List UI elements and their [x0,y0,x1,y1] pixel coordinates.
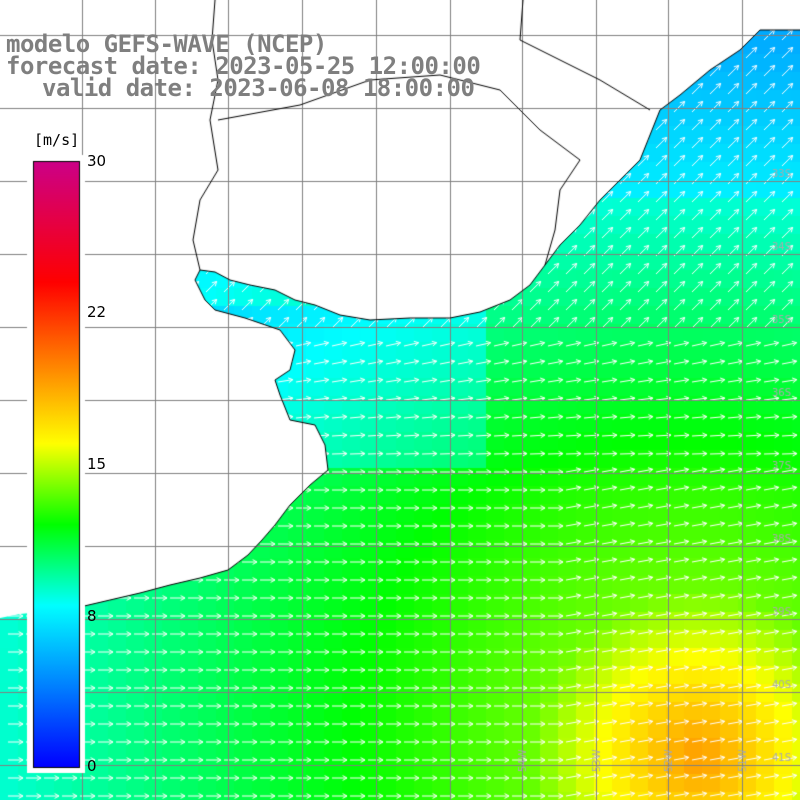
colorbar-label-8: 8 [87,607,97,625]
colorbar-unit: [m/s] [34,131,80,149]
colorbar-label-0: 0 [87,757,97,775]
colorbar-label-15: 15 [87,455,107,473]
model-title: modelo GEFS-WAVE (NCEP) [6,30,327,58]
forecast-date: forecast date: 2023-05-25 12:00:00 [6,52,481,80]
colorbar-label-30: 30 [87,152,107,170]
colorbar-label-22: 22 [87,303,107,321]
valid-date: valid date: 2023-06-08 18:00:00 [42,74,475,102]
